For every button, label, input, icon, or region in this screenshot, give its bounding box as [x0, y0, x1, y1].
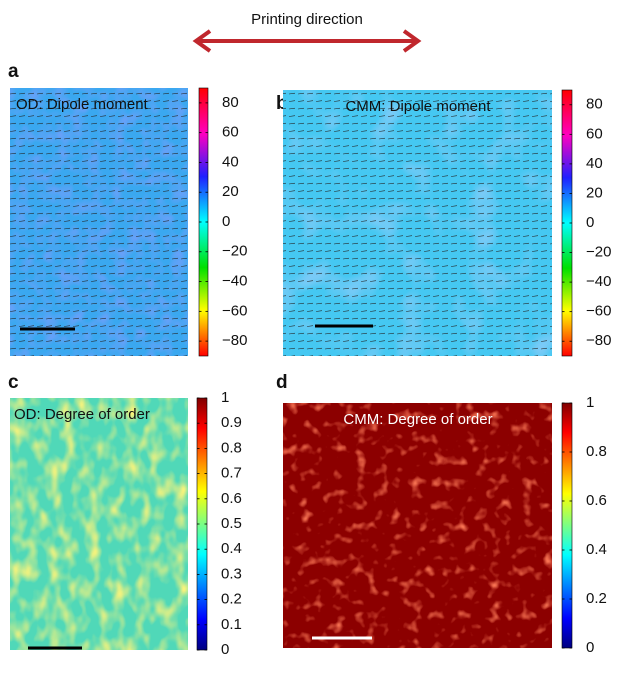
tick-label: 0	[222, 213, 230, 230]
tick-label: 40	[222, 153, 239, 170]
colorbar	[561, 402, 573, 649]
tick-label: 0	[221, 641, 229, 658]
panel-title: OD: Degree of order	[14, 406, 150, 423]
tick-label: 0.9	[221, 414, 242, 431]
panel-label: a	[8, 61, 19, 82]
tick-label: 60	[586, 125, 603, 142]
tick-label: 0.3	[221, 565, 242, 582]
tick-label: 60	[222, 124, 239, 141]
heatmap	[283, 403, 552, 648]
tick-label: 0.6	[221, 490, 242, 507]
heatmap	[283, 90, 552, 356]
panel-title: OD: Dipole moment	[16, 96, 149, 113]
header-title: Printing direction	[251, 11, 363, 28]
panel-label: b	[276, 93, 288, 114]
tick-label: 80	[586, 96, 603, 113]
tick-label: 0.8	[586, 443, 607, 460]
tick-label: −40	[586, 273, 611, 290]
tick-label: 0	[586, 639, 594, 656]
tick-label: 0.2	[221, 591, 242, 608]
tick-label: 1	[586, 394, 594, 411]
tick-label: 0.6	[586, 492, 607, 509]
tick-label: −20	[222, 243, 247, 260]
tick-label: 1	[221, 389, 229, 406]
tick-label: 0.7	[221, 465, 242, 482]
panel-label: d	[276, 372, 288, 393]
direction-arrow	[192, 29, 422, 53]
tick-label: 0.4	[221, 540, 242, 557]
panel-label: c	[8, 372, 19, 393]
panel-title: CMM: Dipole moment	[345, 98, 491, 115]
heatmap	[10, 88, 188, 356]
tick-label: −40	[222, 273, 247, 290]
tick-label: −80	[586, 332, 611, 349]
tick-label: 80	[222, 94, 239, 111]
tick-label: 40	[586, 155, 603, 172]
tick-label: 0.1	[221, 616, 242, 633]
tick-label: −60	[222, 302, 247, 319]
tick-label: 0.4	[586, 541, 607, 558]
tick-label: 0.2	[586, 590, 607, 607]
tick-label: 0.5	[221, 515, 242, 532]
heatmap	[10, 398, 188, 650]
tick-label: 20	[222, 183, 239, 200]
tick-label: −20	[586, 244, 611, 261]
tick-label: 0	[586, 214, 594, 231]
tick-label: −60	[586, 303, 611, 320]
tick-label: 20	[586, 184, 603, 201]
panel-title: CMM: Degree of order	[343, 411, 492, 428]
tick-label: 0.8	[221, 439, 242, 456]
tick-label: −80	[222, 332, 247, 349]
